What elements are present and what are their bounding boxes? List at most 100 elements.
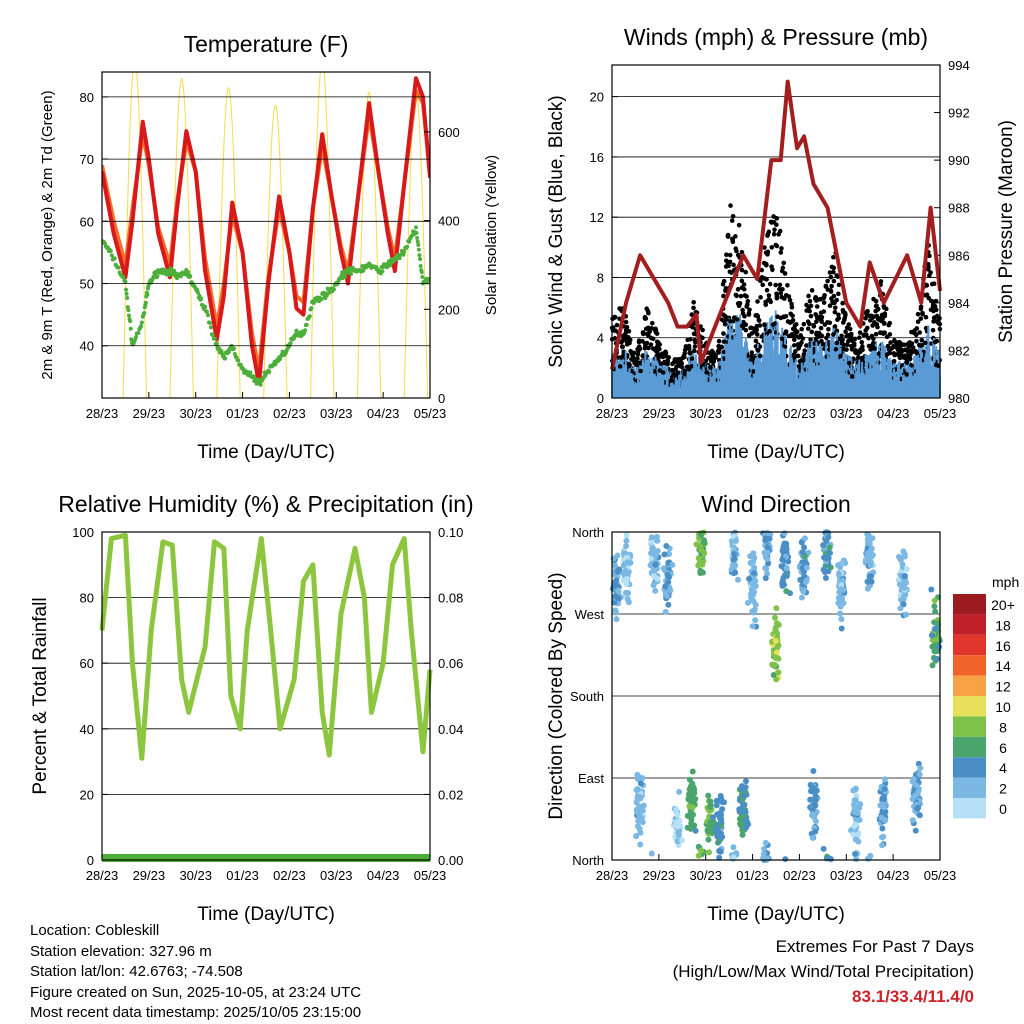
gust-point bbox=[924, 283, 930, 288]
gust-point bbox=[675, 370, 681, 376]
x-tick-label: 05/23 bbox=[414, 406, 447, 421]
y2-axis-label: Station Pressure (Maroon) bbox=[996, 120, 1017, 343]
gust-point bbox=[863, 310, 869, 316]
gust-point bbox=[867, 318, 873, 323]
extremes-values: 83.1/33.4/11.4/0 bbox=[852, 987, 974, 1006]
direction-point bbox=[782, 856, 789, 863]
gust-point bbox=[838, 353, 843, 359]
gust-point bbox=[709, 348, 715, 354]
gust-point bbox=[780, 265, 786, 271]
direction-point bbox=[750, 579, 757, 586]
gust-point bbox=[851, 343, 857, 348]
gust-point bbox=[887, 332, 893, 337]
direction-point bbox=[740, 813, 747, 820]
dewpoint-point bbox=[413, 225, 418, 230]
direction-point bbox=[775, 621, 782, 628]
gust-point bbox=[689, 312, 695, 317]
gust-point bbox=[915, 319, 921, 325]
gust-point bbox=[746, 312, 752, 317]
gust-point bbox=[855, 355, 861, 360]
direction-point bbox=[697, 567, 704, 574]
gust-point bbox=[926, 264, 931, 270]
gust-point bbox=[759, 334, 765, 339]
direction-point bbox=[752, 617, 759, 624]
direction-point bbox=[850, 831, 857, 838]
dewpoint-point bbox=[415, 236, 420, 241]
dewpoint-point bbox=[307, 314, 312, 319]
direction-point bbox=[691, 822, 698, 829]
gust-point bbox=[859, 339, 865, 345]
gust-point bbox=[929, 281, 935, 287]
gust-point bbox=[640, 339, 645, 344]
gust-point bbox=[819, 318, 824, 324]
y-tick-label: 100 bbox=[72, 525, 94, 540]
gust-point bbox=[878, 279, 884, 284]
direction-point bbox=[811, 813, 818, 820]
direction-point bbox=[662, 583, 669, 590]
gust-point bbox=[708, 358, 714, 364]
legend-label: 16 bbox=[995, 638, 1011, 654]
direction-point bbox=[881, 796, 888, 803]
gust-point bbox=[646, 345, 651, 351]
dewpoint-point bbox=[172, 268, 177, 273]
gust-point bbox=[836, 312, 841, 318]
gust-point bbox=[807, 298, 813, 304]
direction-point bbox=[612, 593, 619, 600]
gust-point bbox=[792, 337, 797, 343]
gust-point bbox=[666, 355, 671, 360]
legend-label: 12 bbox=[995, 679, 1011, 695]
gust-point bbox=[815, 334, 821, 340]
x-tick-label: 29/23 bbox=[643, 406, 676, 421]
gust-point bbox=[753, 338, 759, 344]
gust-point bbox=[738, 293, 744, 299]
direction-point bbox=[698, 532, 705, 539]
y-tick-label: 20 bbox=[80, 787, 94, 802]
direction-point bbox=[801, 544, 808, 551]
gust-point bbox=[834, 340, 840, 346]
dewpoint-point bbox=[108, 248, 113, 253]
direction-point bbox=[661, 551, 668, 558]
direction-point bbox=[931, 603, 938, 610]
gust-point bbox=[827, 270, 833, 275]
plot-frame bbox=[611, 64, 941, 399]
gust-point bbox=[804, 308, 809, 313]
legend-swatch bbox=[953, 798, 986, 819]
direction-point bbox=[800, 586, 807, 593]
gust-point bbox=[777, 286, 782, 292]
direction-point bbox=[750, 609, 757, 616]
gust-point bbox=[646, 325, 651, 331]
dewpoint-point bbox=[267, 369, 272, 374]
gust-point bbox=[799, 358, 805, 363]
direction-point bbox=[623, 542, 630, 549]
gust-point bbox=[704, 370, 709, 375]
direction-point bbox=[639, 807, 646, 814]
direction-point bbox=[613, 616, 620, 623]
direction-point bbox=[762, 535, 769, 542]
direction-point bbox=[812, 828, 819, 835]
direction-point bbox=[764, 549, 771, 556]
direction-point bbox=[866, 540, 873, 547]
direction-point bbox=[696, 559, 703, 566]
direction-point bbox=[650, 582, 657, 589]
gust-point bbox=[727, 252, 733, 258]
legend-swatch bbox=[953, 655, 986, 676]
x-tick-label: 02/23 bbox=[783, 868, 816, 883]
gust-point bbox=[880, 313, 885, 319]
direction-point bbox=[612, 607, 619, 614]
gust-point bbox=[769, 220, 775, 225]
dewpoint-point bbox=[414, 231, 419, 236]
station-info: Location: Cobleskill Station elevation: … bbox=[30, 921, 361, 1024]
direction-point bbox=[773, 649, 780, 656]
gust-point bbox=[892, 338, 897, 343]
gust-point bbox=[828, 274, 834, 280]
direction-point bbox=[881, 776, 888, 783]
direction-point bbox=[783, 588, 790, 595]
solar-insolation-line bbox=[122, 72, 148, 398]
gust-point bbox=[740, 311, 746, 316]
y-tick-label: East bbox=[578, 771, 604, 786]
y2-tick-label: 980 bbox=[948, 391, 970, 406]
gust-point bbox=[835, 274, 840, 279]
direction-point bbox=[652, 587, 659, 594]
gust-point bbox=[660, 370, 666, 375]
direction-point bbox=[864, 578, 871, 585]
